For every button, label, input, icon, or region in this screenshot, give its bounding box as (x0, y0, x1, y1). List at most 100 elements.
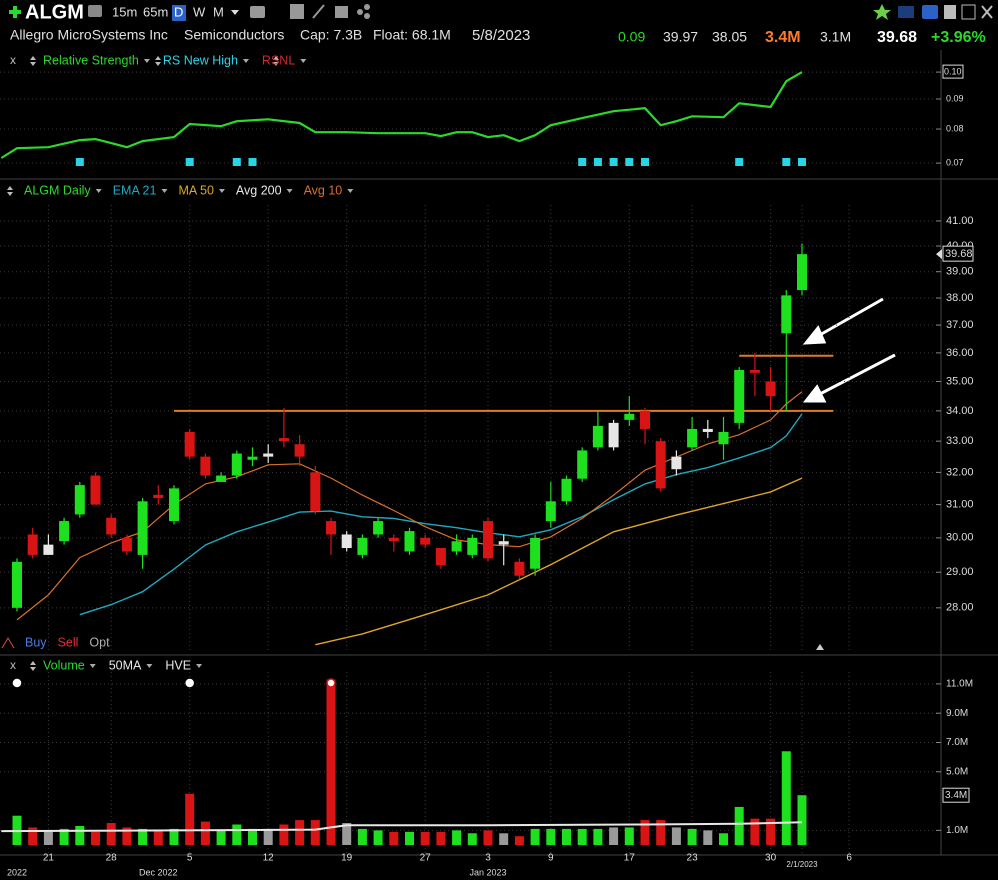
timeframe[interactable]: M (213, 4, 224, 19)
timeframe[interactable]: W (193, 4, 206, 19)
legend-entry[interactable]: RSNL (262, 53, 295, 67)
candle-body (27, 534, 38, 555)
volume-bar (91, 831, 100, 845)
y-tick-label: 0.09 (946, 93, 964, 103)
toolbar-icon[interactable] (290, 4, 304, 19)
volume-bar (357, 828, 367, 845)
legend-entry[interactable]: HVE (165, 658, 191, 672)
x-tick-label: 5 (187, 853, 193, 864)
y-tick-label: 30.00 (946, 532, 974, 544)
legend-entry[interactable]: RS New High (163, 53, 238, 67)
toolbar-icon[interactable] (364, 13, 370, 19)
legend-entry[interactable]: Avg 200 (236, 183, 282, 197)
timeframe[interactable]: 15m (112, 4, 137, 19)
volume-bar (734, 806, 744, 845)
volume-bar (122, 827, 132, 845)
timeframe[interactable]: D (174, 4, 183, 19)
candle-body (373, 521, 384, 535)
y-tick-label: 1.0M (946, 825, 968, 836)
legend-entry[interactable]: Volume (43, 658, 85, 672)
dropdown-icon[interactable] (143, 59, 150, 63)
dropdown-icon[interactable] (161, 189, 168, 193)
toolbar-icon[interactable] (364, 4, 370, 10)
rs-new-high-marker (248, 158, 257, 166)
y-tick-label: 7.0M (946, 737, 968, 748)
volume-bar (797, 795, 807, 845)
y-tick-label: 39.00 (946, 266, 974, 278)
trade-button[interactable]: Sell (58, 635, 79, 649)
candle-body (357, 537, 368, 555)
move-icon[interactable] (7, 186, 13, 196)
rs-new-high-marker (232, 158, 241, 166)
dropdown-icon[interactable] (347, 189, 354, 193)
timeframe-selected (172, 5, 186, 21)
move-icon[interactable] (30, 661, 36, 671)
candle-body (734, 369, 745, 423)
legend-entry[interactable]: MA 50 (178, 183, 213, 197)
x-tick-label: 23 (687, 853, 699, 864)
float: Float: 68.1M (373, 27, 451, 43)
rt-icon[interactable] (898, 6, 914, 18)
dropdown-icon[interactable] (146, 664, 153, 668)
close-icon[interactable] (981, 5, 993, 19)
last-price-box (942, 245, 974, 262)
volume-bar (295, 820, 305, 845)
timeframe[interactable]: 65m (143, 4, 168, 19)
volume-bar (514, 836, 524, 845)
dropdown-icon[interactable] (95, 189, 102, 193)
dropdown-icon[interactable] (286, 189, 293, 193)
compare-icon[interactable] (88, 5, 102, 17)
volume-bar (420, 831, 430, 845)
move-icon[interactable] (30, 56, 36, 66)
candle-body (545, 501, 556, 522)
close-panel[interactable]: x (10, 658, 16, 672)
toolbar-icon[interactable] (312, 4, 325, 19)
trade-button[interactable]: Buy (25, 635, 47, 649)
candle-body (74, 485, 85, 515)
trade-icon[interactable] (1, 637, 15, 649)
y-tick-label: 36.00 (946, 347, 974, 359)
dropdown-icon[interactable] (231, 10, 239, 15)
candle-body (90, 475, 101, 505)
watch-icon[interactable] (873, 4, 891, 20)
toolbar-icon[interactable] (250, 6, 265, 18)
pct-change: +3.96% (931, 29, 986, 46)
close-panel[interactable]: x (10, 53, 16, 67)
move-icon[interactable] (155, 56, 161, 66)
volume-bar (326, 679, 336, 845)
annotation-arrows (802, 297, 896, 403)
toolbar-icon[interactable] (335, 6, 348, 18)
window-icon[interactable] (961, 4, 976, 20)
volume-bar (640, 820, 650, 845)
x-tick-label: 2/1/2023 (786, 860, 818, 869)
y-tick-label: 9.0M (946, 708, 968, 719)
dropdown-icon[interactable] (300, 59, 307, 63)
period-label: Jan 2023 (469, 867, 506, 877)
symbol[interactable]: ALGM (25, 1, 84, 23)
x-tick-label: 12 (263, 853, 275, 864)
legend-entry[interactable]: Avg 10 (304, 183, 343, 197)
trade-button[interactable]: Opt (89, 635, 110, 649)
legend-entry[interactable]: EMA 21 (113, 183, 157, 197)
move-icon[interactable] (273, 56, 279, 66)
volume-bar (530, 828, 540, 845)
volume-bar (656, 820, 666, 845)
dropdown-icon[interactable] (196, 664, 203, 668)
s-icon[interactable] (922, 5, 938, 19)
dropdown-icon[interactable] (242, 59, 249, 63)
dropdown-icon[interactable] (218, 189, 225, 193)
scroll-marker[interactable] (816, 644, 824, 650)
candle-body (671, 456, 682, 470)
print-icon[interactable] (944, 5, 956, 19)
chart-layer: 21 28 5 12 19 27 3 9 17 23 30 2/1/2023 6 2022 Dec 2022… (0, 53, 974, 877)
rs-new-high-marker (641, 158, 649, 166)
toolbar-icon[interactable] (357, 9, 363, 15)
candle-body (655, 441, 666, 489)
legend-entry[interactable]: Relative Strength (43, 53, 139, 67)
chart-title: ALGM Daily (24, 183, 91, 197)
dropdown-icon[interactable] (89, 664, 96, 668)
volume-bar (593, 828, 603, 845)
legend-entry[interactable]: 50MA (109, 658, 142, 672)
y-tick-label: 38.00 (946, 292, 974, 304)
add-icon[interactable] (9, 6, 21, 18)
